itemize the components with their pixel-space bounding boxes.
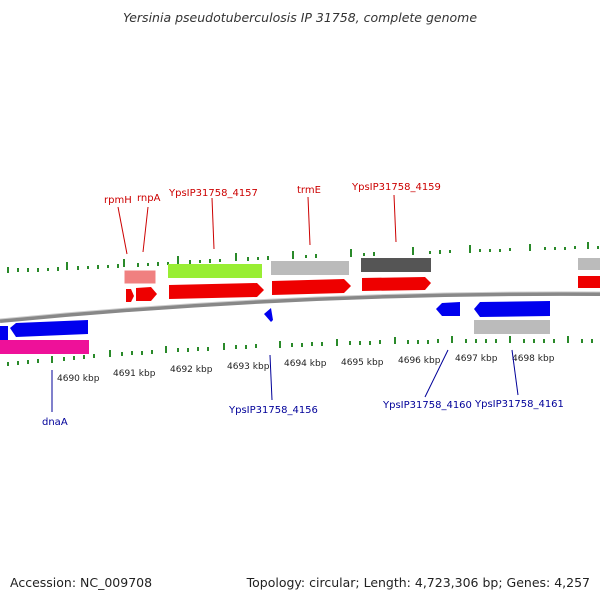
page-title: Yersinia pseudotuberculosis IP 31758, co… — [122, 10, 478, 25]
top-leader-lines — [117, 194, 397, 255]
label-rpmh: rpmH — [104, 195, 132, 206]
label-gene-4161: YpsIP31758_4161 — [474, 399, 564, 410]
label-gene-4157: YpsIP31758_4157 — [168, 188, 258, 199]
kbp-label-4697: 4697 kbp — [455, 354, 498, 364]
label-dnaa: dnaA — [42, 417, 68, 428]
kbp-label-4691: 4691 kbp — [113, 369, 156, 379]
kbp-label-4695: 4695 kbp — [341, 358, 384, 368]
kbp-label-4692: 4692 kbp — [170, 365, 213, 375]
label-gene-4156: YpsIP31758_4156 — [228, 405, 318, 416]
dnaa-gene-arrow[interactable] — [10, 320, 88, 337]
gene-4160-arrow[interactable] — [436, 302, 460, 316]
right-gene-gray[interactable] — [578, 258, 600, 270]
kbp-label-4693: 4693 kbp — [227, 362, 270, 372]
kbp-label-4690: 4690 kbp — [57, 374, 100, 384]
rpmh-gene-arrow[interactable] — [126, 289, 134, 302]
rpmh-gene-gray[interactable] — [123, 269, 157, 285]
label-trme: trmE — [297, 185, 321, 196]
gene-4156-arrow[interactable] — [264, 308, 273, 322]
upper-ticks — [7, 242, 599, 273]
kbp-label-4696: 4696 kbp — [398, 356, 441, 366]
right-gene-red[interactable] — [578, 276, 600, 288]
kbp-label-4694: 4694 kbp — [284, 359, 327, 369]
kbp-label-4698: 4698 kbp — [512, 354, 555, 364]
genome-backbone — [0, 291, 600, 323]
gene-4159-arrow[interactable] — [362, 277, 431, 291]
gene-4157-arrow[interactable] — [169, 283, 264, 299]
left-gene-blue-small[interactable] — [0, 326, 8, 340]
rnpa-gene-arrow[interactable] — [136, 287, 157, 301]
genome-backbone-highlight — [0, 291, 600, 320]
gene-4159-dark[interactable] — [361, 258, 431, 272]
label-rnpa: rnpA — [137, 193, 161, 204]
gene-4161-arrow[interactable] — [474, 301, 550, 317]
label-gene-4160: YpsIP31758_4160 — [382, 400, 472, 411]
bottom-leader-lines — [51, 349, 519, 412]
trme-gene-arrow[interactable] — [272, 279, 351, 295]
topology-text: Topology: circular; Length: 4,723,306 bp… — [246, 575, 590, 590]
dnaa-gene-magenta[interactable] — [0, 340, 89, 354]
gene-4161-gray[interactable] — [474, 320, 550, 334]
accession-text: Accession: NC_009708 — [10, 575, 153, 590]
lower-ticks — [7, 336, 593, 366]
label-gene-4159: YpsIP31758_4159 — [351, 182, 441, 193]
gene-4157-green[interactable] — [168, 264, 262, 278]
trme-gene-gray[interactable] — [271, 261, 349, 275]
